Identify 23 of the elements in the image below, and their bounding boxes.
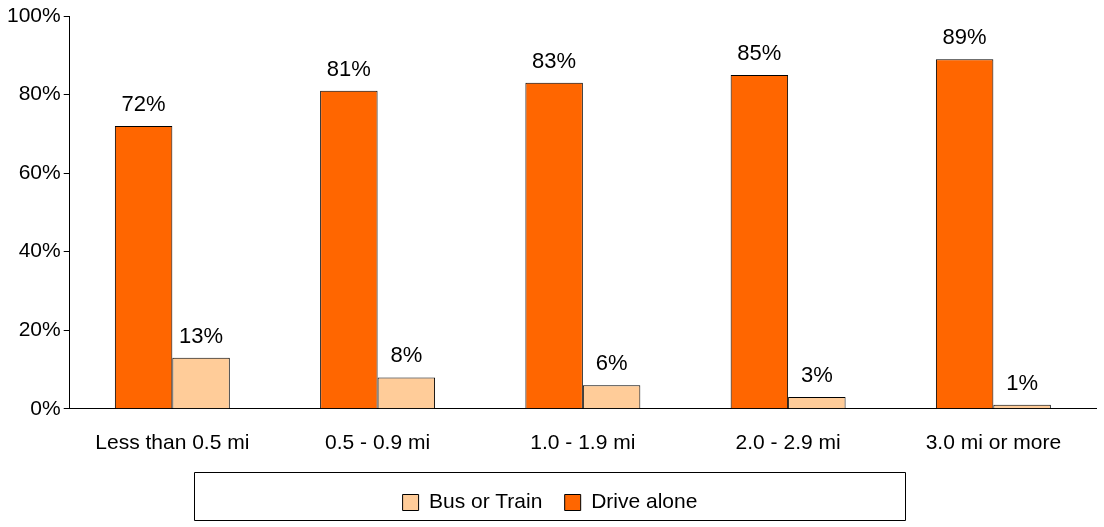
y-tick-label: 60% xyxy=(18,159,61,183)
y-tick-label: 100% xyxy=(6,2,61,26)
y-tick-label: 40% xyxy=(18,238,61,262)
data-label: 83% xyxy=(532,47,577,73)
data-label: 8% xyxy=(390,342,423,368)
y-tick-label: 0% xyxy=(30,395,61,419)
data-label: 85% xyxy=(737,39,782,65)
data-label: 81% xyxy=(326,55,371,81)
data-label: 3% xyxy=(800,362,833,388)
y-tick-label: 20% xyxy=(18,317,61,341)
x-tick-label: 1.0 - 1.9 mi xyxy=(530,430,636,454)
x-tick-label: 3.0 mi or more xyxy=(925,430,1062,454)
data-label: 6% xyxy=(595,350,628,376)
data-label: 72% xyxy=(121,91,166,117)
legend-label: Drive alone xyxy=(591,489,698,513)
y-tick-label: 80% xyxy=(18,81,61,105)
data-label: 89% xyxy=(942,24,987,50)
data-label: 1% xyxy=(1006,369,1039,395)
data-label: 13% xyxy=(179,322,224,348)
x-tick-label: Less than 0.5 mi xyxy=(95,430,250,454)
x-tick-label: 0.5 - 0.9 mi xyxy=(325,430,431,454)
legend-label: Bus or Train xyxy=(429,489,543,513)
x-tick-label: 2.0 - 2.9 mi xyxy=(735,430,841,454)
